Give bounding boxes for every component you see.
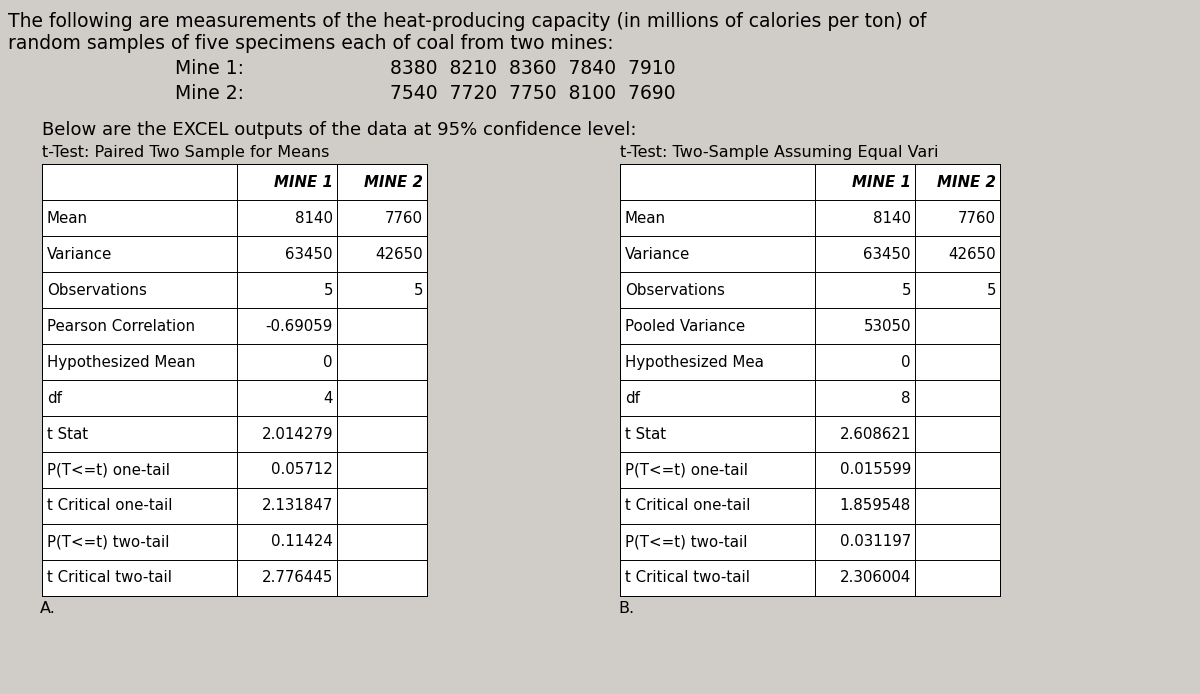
Text: 2.131847: 2.131847 bbox=[262, 498, 334, 514]
Text: Mean: Mean bbox=[47, 210, 88, 226]
Text: 0.05712: 0.05712 bbox=[271, 462, 334, 477]
Text: P(T<=t) one-tail: P(T<=t) one-tail bbox=[625, 462, 748, 477]
Text: t Critical one-tail: t Critical one-tail bbox=[47, 498, 173, 514]
Text: Variance: Variance bbox=[47, 246, 113, 262]
Text: 8380  8210  8360  7840  7910: 8380 8210 8360 7840 7910 bbox=[390, 59, 676, 78]
Text: 53050: 53050 bbox=[864, 319, 911, 334]
Text: The following are measurements of the heat-producing capacity (in millions of ca: The following are measurements of the he… bbox=[8, 12, 926, 31]
Text: 2.776445: 2.776445 bbox=[262, 570, 334, 586]
Bar bbox=[620, 164, 1000, 596]
Text: 5: 5 bbox=[986, 282, 996, 298]
Text: Variance: Variance bbox=[625, 246, 690, 262]
Text: 0.11424: 0.11424 bbox=[271, 534, 334, 550]
Text: 42650: 42650 bbox=[948, 246, 996, 262]
Text: 5: 5 bbox=[901, 282, 911, 298]
Text: 63450: 63450 bbox=[286, 246, 334, 262]
Text: A.: A. bbox=[40, 601, 56, 616]
Text: 0.015599: 0.015599 bbox=[840, 462, 911, 477]
Text: t Stat: t Stat bbox=[47, 427, 88, 441]
Text: Mean: Mean bbox=[625, 210, 666, 226]
Text: P(T<=t) one-tail: P(T<=t) one-tail bbox=[47, 462, 170, 477]
Text: Observations: Observations bbox=[625, 282, 725, 298]
Text: P(T<=t) two-tail: P(T<=t) two-tail bbox=[47, 534, 169, 550]
Text: 8140: 8140 bbox=[295, 210, 334, 226]
Text: 2.306004: 2.306004 bbox=[840, 570, 911, 586]
Text: df: df bbox=[47, 391, 62, 405]
Text: 4: 4 bbox=[324, 391, 334, 405]
Text: Pooled Variance: Pooled Variance bbox=[625, 319, 745, 334]
Text: B.: B. bbox=[618, 601, 634, 616]
Text: 8: 8 bbox=[901, 391, 911, 405]
Text: t Critical one-tail: t Critical one-tail bbox=[625, 498, 750, 514]
Text: Below are the EXCEL outputs of the data at 95% confidence level:: Below are the EXCEL outputs of the data … bbox=[42, 121, 636, 139]
Text: Hypothesized Mean: Hypothesized Mean bbox=[47, 355, 196, 369]
Text: Hypothesized Mea: Hypothesized Mea bbox=[625, 355, 764, 369]
Text: 0.031197: 0.031197 bbox=[840, 534, 911, 550]
Text: 2.014279: 2.014279 bbox=[262, 427, 334, 441]
Text: 0: 0 bbox=[901, 355, 911, 369]
Text: t Critical two-tail: t Critical two-tail bbox=[47, 570, 172, 586]
Text: df: df bbox=[625, 391, 640, 405]
Text: random samples of five specimens each of coal from two mines:: random samples of five specimens each of… bbox=[8, 34, 613, 53]
Bar bbox=[42, 164, 427, 596]
Text: 7760: 7760 bbox=[385, 210, 424, 226]
Text: 2.608621: 2.608621 bbox=[840, 427, 911, 441]
Text: t-Test: Paired Two Sample for Means: t-Test: Paired Two Sample for Means bbox=[42, 145, 329, 160]
Text: P(T<=t) two-tail: P(T<=t) two-tail bbox=[625, 534, 748, 550]
Text: 1.859548: 1.859548 bbox=[840, 498, 911, 514]
Text: -0.69059: -0.69059 bbox=[265, 319, 334, 334]
Text: 63450: 63450 bbox=[864, 246, 911, 262]
Text: Pearson Correlation: Pearson Correlation bbox=[47, 319, 196, 334]
Text: 8140: 8140 bbox=[874, 210, 911, 226]
Text: 0: 0 bbox=[324, 355, 334, 369]
Text: 5: 5 bbox=[414, 282, 424, 298]
Text: Mine 1:: Mine 1: bbox=[175, 59, 244, 78]
Text: MINE 2: MINE 2 bbox=[364, 174, 424, 189]
Text: 7540  7720  7750  8100  7690: 7540 7720 7750 8100 7690 bbox=[390, 84, 676, 103]
Text: MINE 1: MINE 1 bbox=[274, 174, 334, 189]
Text: 7760: 7760 bbox=[958, 210, 996, 226]
Text: Mine 2:: Mine 2: bbox=[175, 84, 244, 103]
Text: t-Test: Two-Sample Assuming Equal Vari: t-Test: Two-Sample Assuming Equal Vari bbox=[620, 145, 938, 160]
Text: 42650: 42650 bbox=[376, 246, 424, 262]
Text: t Critical two-tail: t Critical two-tail bbox=[625, 570, 750, 586]
Text: t Stat: t Stat bbox=[625, 427, 666, 441]
Text: MINE 1: MINE 1 bbox=[852, 174, 911, 189]
Text: 5: 5 bbox=[324, 282, 334, 298]
Text: MINE 2: MINE 2 bbox=[937, 174, 996, 189]
Text: Observations: Observations bbox=[47, 282, 146, 298]
